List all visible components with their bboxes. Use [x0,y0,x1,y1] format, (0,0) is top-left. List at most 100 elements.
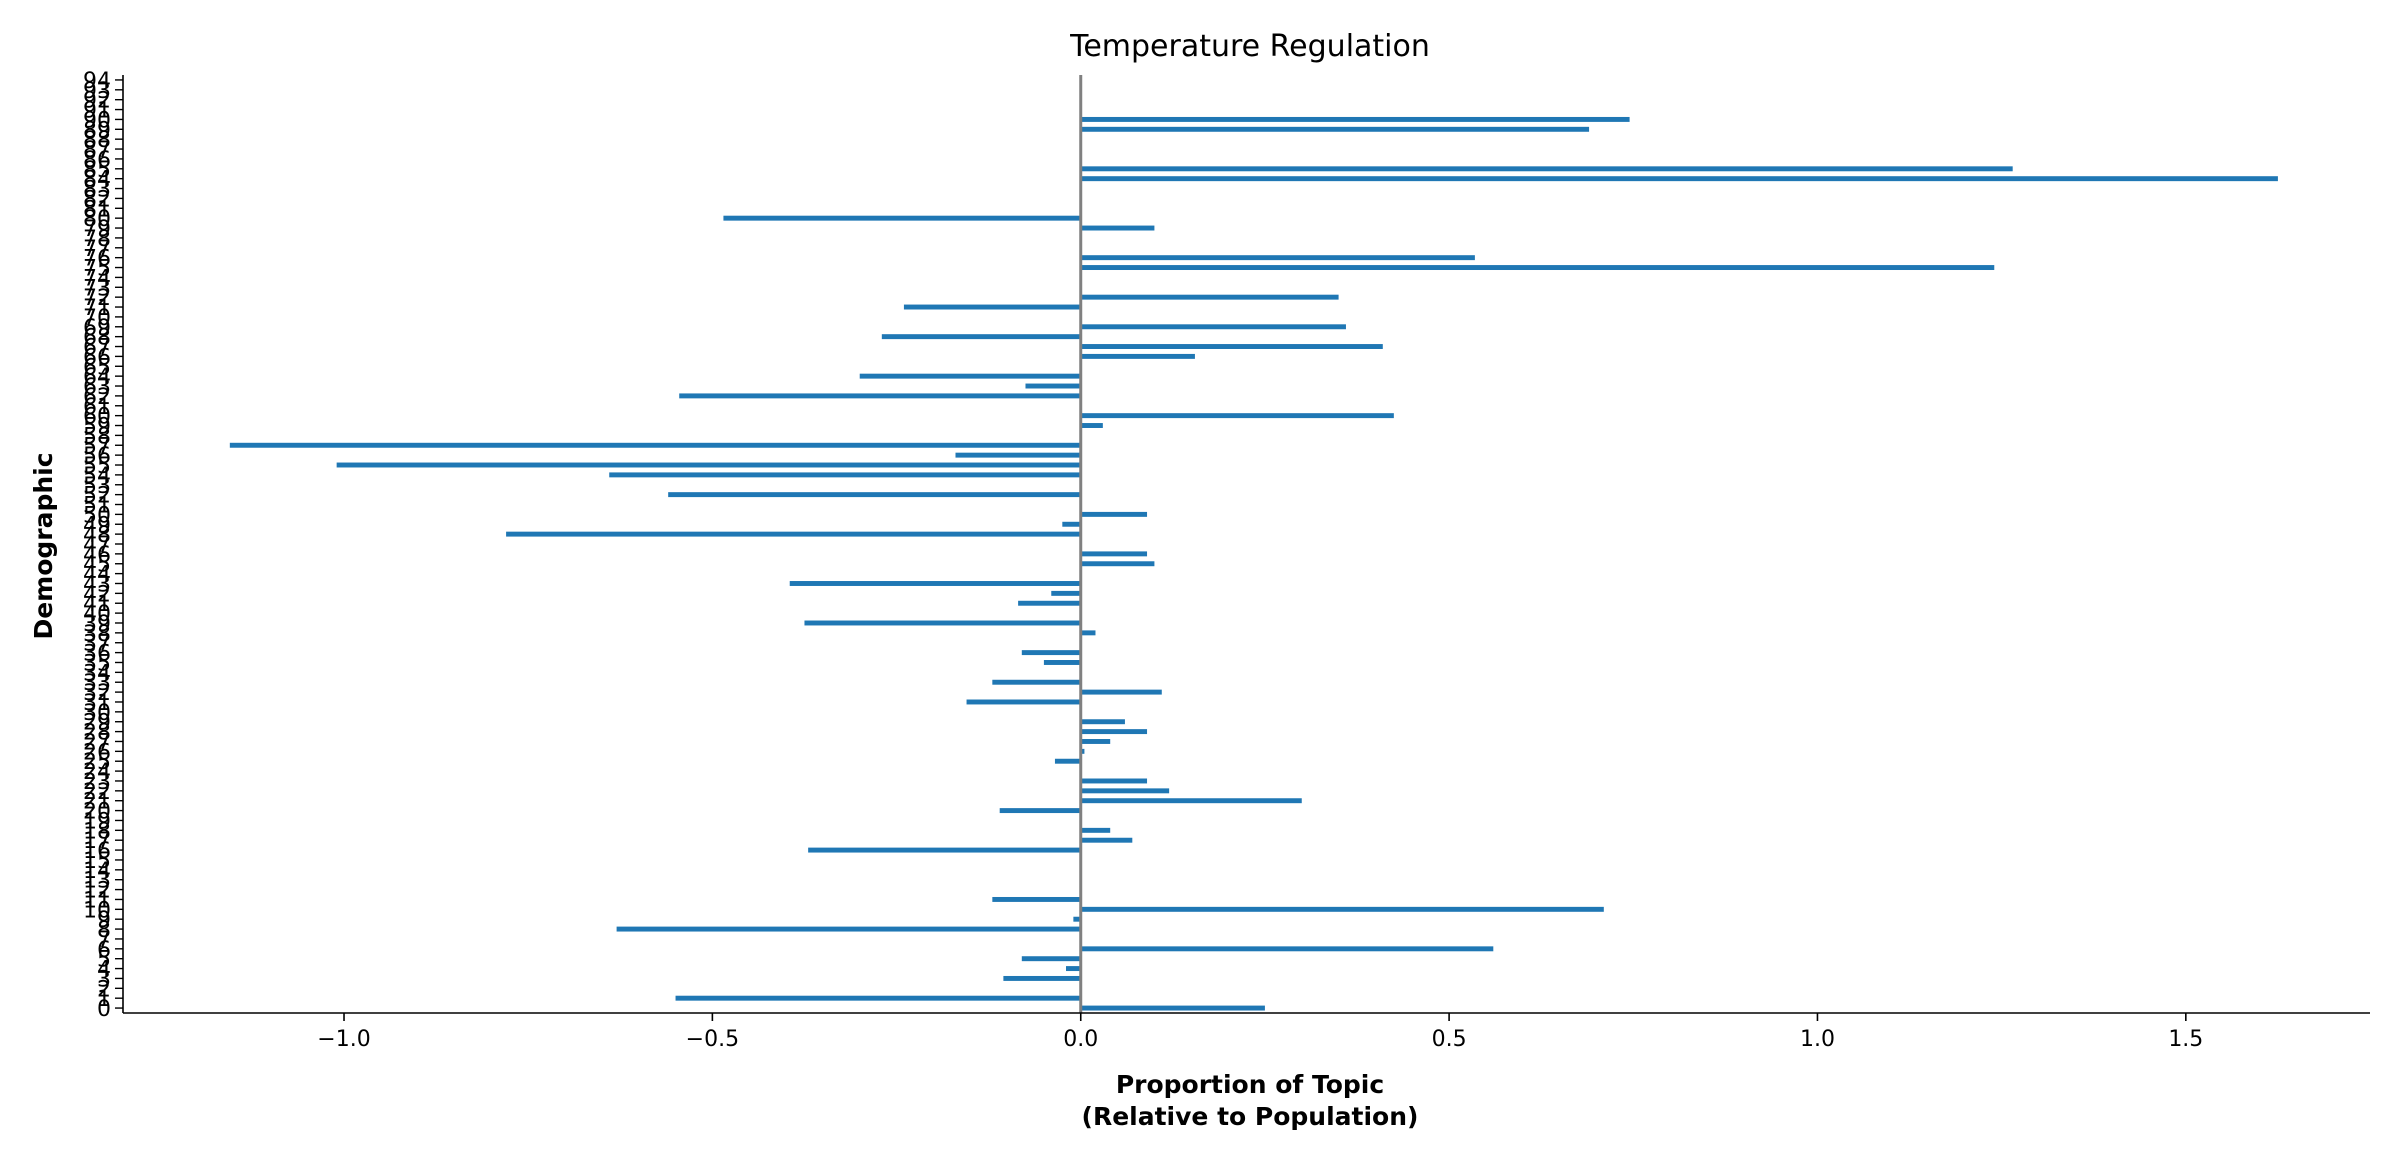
y-tick-label: 9 [97,908,111,933]
bar-41 [1018,600,1081,606]
y-tick-label: 14 [83,859,111,884]
y-tick-label: 33 [83,671,111,696]
chart-title: Temperature Regulation [1069,29,1430,64]
y-tick-label: 19 [83,809,111,834]
bar-27 [1080,739,1111,744]
bar-4 [1066,966,1081,972]
y-tick-label: 45 [83,553,111,578]
bar-54 [609,472,1081,478]
y-tick-label: 6 [97,938,111,963]
bar-67 [1080,344,1383,349]
bar-25 [1054,758,1081,764]
y-tick-label: 60 [83,405,111,430]
y-tick-label: 38 [83,622,111,647]
bar-52 [668,492,1081,498]
y-tick-label: 83 [83,178,111,203]
y-tick-label: 31 [83,691,111,716]
y-tick-label: 0 [97,997,111,1022]
bar-71 [903,304,1081,310]
y-tick-label: 29 [83,711,111,736]
bar-35 [1043,660,1081,665]
x-axis-ticks: −1.0 −0.5 0.0 0.5 1.0 1.5 [317,1013,2203,1052]
bars-group [229,116,2278,1011]
x-tick-label: −0.5 [686,1027,739,1052]
y-tick-label: 2 [97,977,111,1002]
y-tick-label: 72 [83,286,111,311]
y-tick-label: 32 [83,681,111,706]
bar-75 [1080,265,1995,271]
y-tick-label: 75 [83,257,111,282]
bar-76 [1080,255,1475,261]
y-tick-label: 34 [83,661,111,686]
bar-8 [616,926,1081,932]
y-tick-label: 10 [83,898,111,923]
bar-38 [1080,630,1096,636]
x-tick-label: 1.0 [1800,1027,1835,1052]
bar-10 [1080,906,1604,912]
bar-29 [1080,719,1125,725]
y-tick-label: 85 [83,158,111,183]
y-tick-label: 49 [83,513,111,538]
y-tick-label: 58 [83,424,111,449]
bar-72 [1080,294,1339,300]
bar-18 [1080,827,1111,833]
y-tick-label: 54 [83,464,111,489]
y-tick-label: 50 [83,503,111,528]
y-tick-label: 1 [97,987,111,1012]
y-tick-label: 79 [83,217,111,242]
y-tick-label: 62 [83,385,111,410]
bar-6 [1080,946,1494,952]
y-tick-label: 23 [83,770,111,795]
y-tick-label: 57 [83,434,111,459]
y-tick-label: 71 [83,296,111,321]
y-tick-label: 41 [83,592,111,617]
bar-90 [1080,116,1630,122]
bar-39 [804,620,1081,626]
bar-85 [1080,166,2013,172]
y-tick-label: 40 [83,602,111,627]
y-tick-label: 55 [83,454,111,479]
y-tick-label: 39 [83,612,111,637]
bar-0 [1080,1005,1265,1011]
y-tick-label: 35 [83,651,111,676]
y-tick-label: 59 [83,415,111,440]
x-tick-label: −1.0 [317,1027,370,1052]
y-tick-label: 81 [83,197,111,222]
y-tick-label: 46 [83,543,111,568]
y-tick-label: 22 [83,780,111,805]
bar-5 [1021,956,1081,962]
y-tick-label: 44 [83,563,111,588]
bar-26 [1080,748,1085,754]
x-axis-label-line-2: (Relative to Population) [1082,1102,1419,1131]
bar-43 [789,581,1081,586]
y-tick-label: 88 [83,128,111,153]
bar-1 [675,995,1081,1001]
y-tick-label: 69 [83,316,111,341]
bar-28 [1080,729,1148,735]
y-tick-label: 77 [83,237,111,262]
bar-3 [1003,975,1081,981]
y-tick-label: 80 [83,207,111,232]
y-tick-label: 17 [83,829,111,854]
bar-63 [1025,383,1081,389]
bar-62 [679,393,1081,399]
y-tick-label: 67 [83,336,111,361]
y-tick-label: 52 [83,484,111,509]
y-tick-label: 90 [83,108,111,133]
y-tick-label: 15 [83,849,111,874]
bar-89 [1080,126,1590,132]
y-tick-label: 28 [83,721,111,746]
bar-42 [1051,590,1081,596]
x-axis-label-line-1: Proportion of Topic [1116,1070,1384,1099]
y-tick-label: 30 [83,701,111,726]
y-tick-label: 89 [83,118,111,143]
y-tick-label: 42 [83,582,111,607]
bar-45 [1080,561,1155,567]
y-tick-label: 66 [83,345,111,370]
bar-48 [506,531,1081,537]
bar-56 [955,452,1081,458]
y-tick-label: 84 [83,168,111,193]
y-tick-label: 56 [83,444,111,469]
y-tick-label: 86 [83,148,111,173]
y-tick-label: 8 [97,918,111,943]
